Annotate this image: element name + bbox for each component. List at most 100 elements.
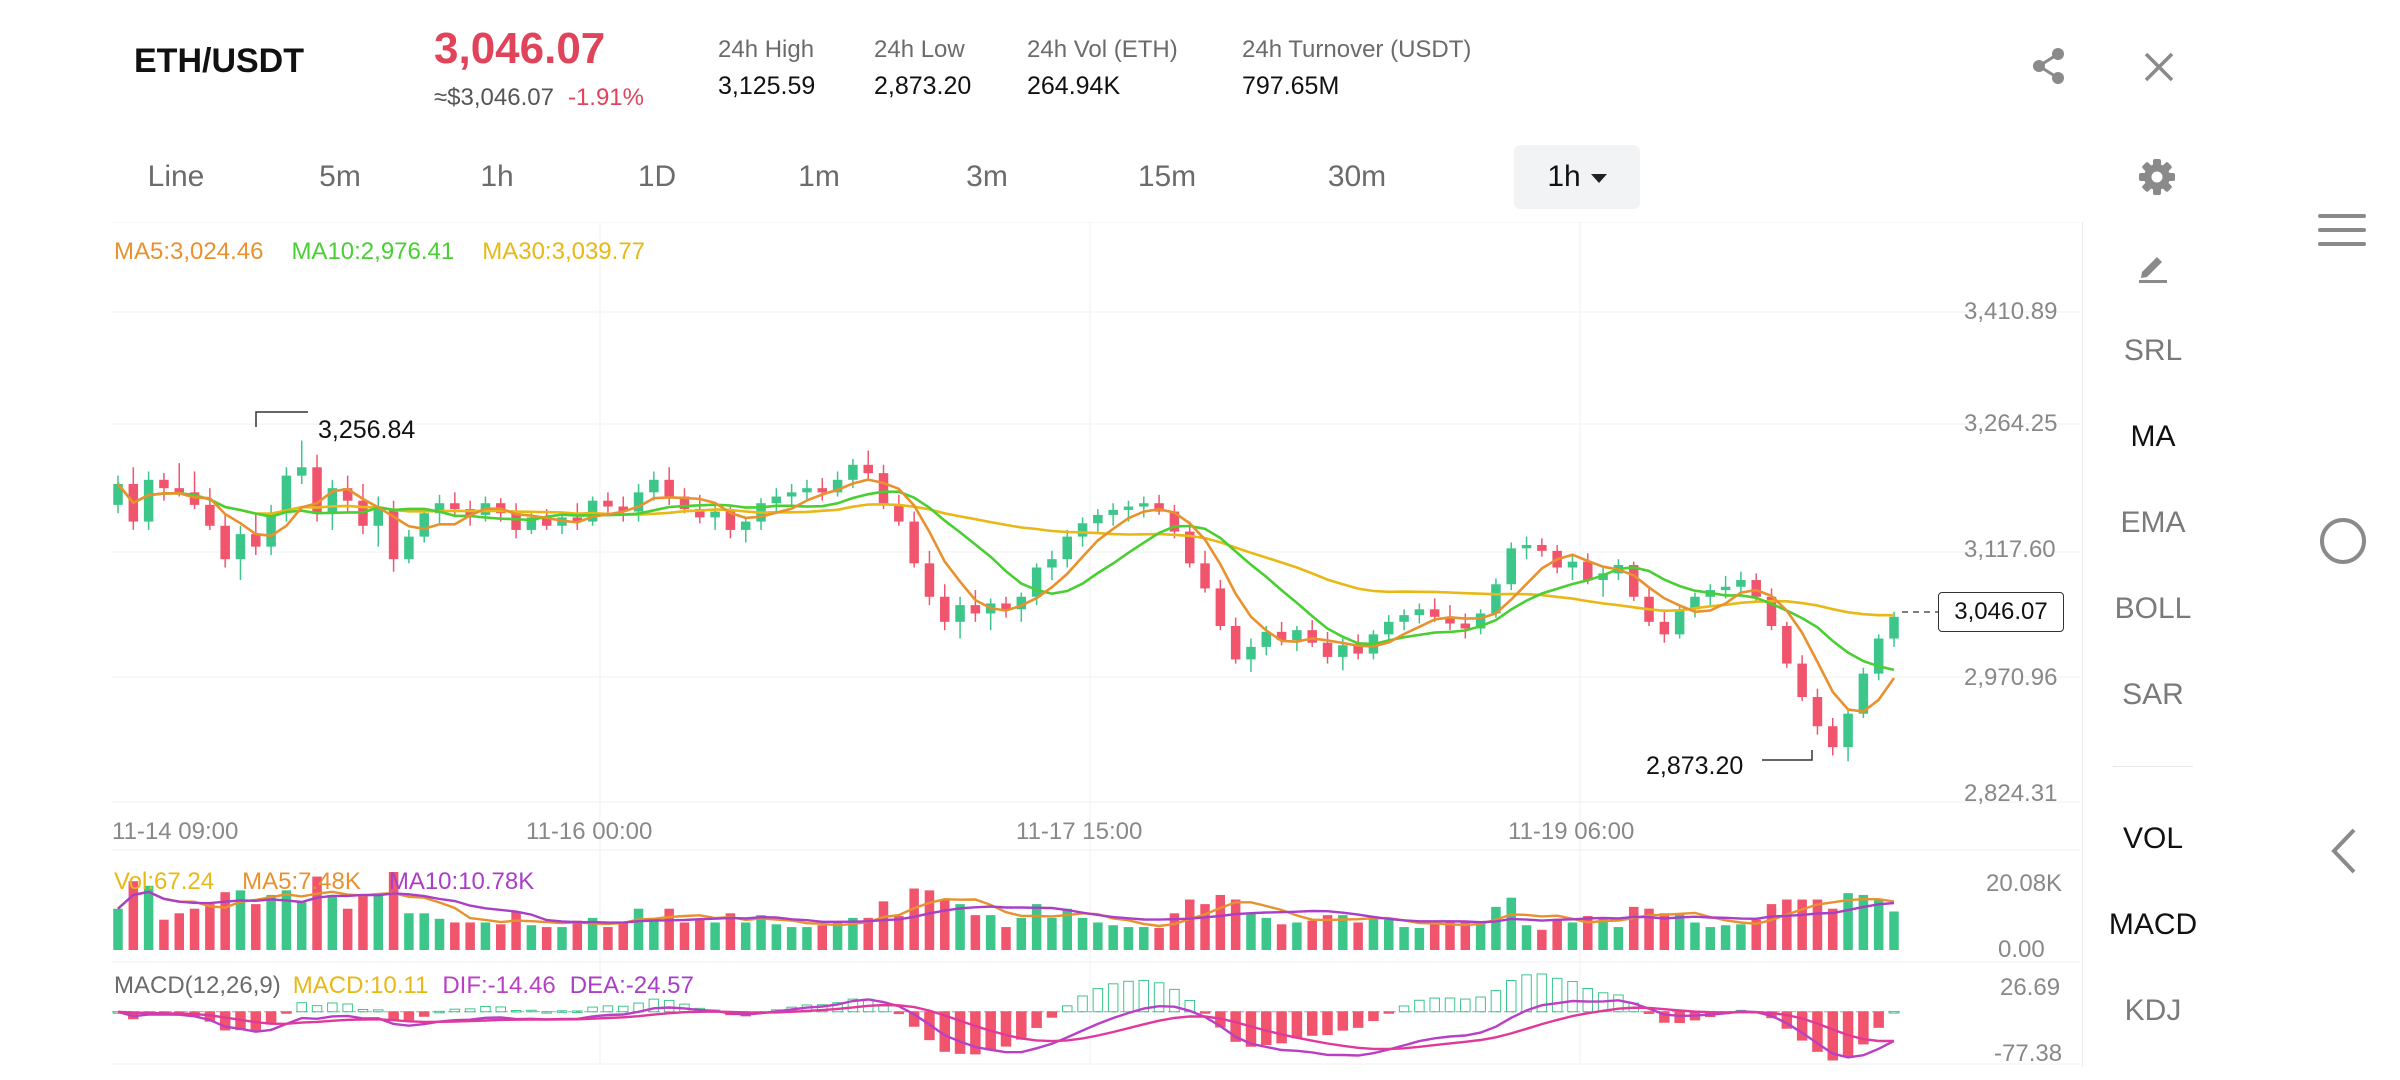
stat-label: 24h High (718, 36, 815, 63)
back-chevron-icon[interactable] (2326, 826, 2362, 876)
candle-body (1093, 514, 1103, 524)
indicator-sar[interactable]: SAR (2122, 678, 2184, 711)
volume-bar (1491, 906, 1501, 950)
macd-histogram-bar (219, 1011, 231, 1031)
tab-1d[interactable]: 1D (637, 160, 677, 193)
volume-bar (955, 904, 965, 950)
stat-24h-high: 24h High 3,125.59 (718, 36, 815, 101)
macd-histogram-bar (1245, 1011, 1257, 1047)
indicator-ema[interactable]: EMA (2120, 506, 2186, 539)
volume-bar (1154, 927, 1164, 950)
macd-tick: 26.69 (2000, 974, 2061, 1001)
tab-1m[interactable]: 1m (798, 160, 840, 193)
macd-histogram-bar (541, 1011, 552, 1014)
volume-bar (1031, 904, 1042, 950)
tab-15m[interactable]: 15m (1137, 160, 1197, 193)
candle-body (618, 506, 628, 512)
volume-bar (1016, 917, 1027, 950)
price-sub-line: ≈$3,046.07 -1.91% (434, 84, 644, 112)
volume-bar (205, 904, 215, 950)
macd-histogram-bar (1306, 1011, 1318, 1036)
macd-histogram-bar (1107, 983, 1119, 1013)
candle-body (664, 479, 674, 497)
volume-bar (756, 915, 766, 950)
tab-30m[interactable]: 30m (1327, 160, 1387, 193)
volume-bar (128, 881, 139, 950)
tab-line[interactable]: Line (147, 160, 205, 193)
tab-5m[interactable]: 5m (319, 160, 361, 193)
candle-body (1047, 559, 1057, 568)
macd-histogram-bar (1153, 982, 1165, 1013)
price-tick: 3,117.60 (1964, 536, 2056, 563)
macd-histogram-bar (1460, 998, 1471, 1013)
macd-histogram-bar (327, 1002, 338, 1013)
stat-value: 2,873.20 (874, 72, 972, 100)
candle-body (771, 496, 782, 504)
candle-body (1873, 638, 1884, 674)
candle-body (832, 479, 843, 493)
volume-bar (1399, 927, 1409, 950)
gear-icon[interactable] (2138, 158, 2176, 196)
volume-bar (496, 924, 506, 950)
macd-histogram-bar (1551, 977, 1563, 1013)
candle-body (511, 513, 521, 530)
pair-title[interactable]: ETH/USDT (134, 42, 304, 80)
volume-bar (1215, 894, 1226, 950)
candle-body (1077, 523, 1088, 537)
home-circle-icon[interactable] (2318, 516, 2368, 566)
stat-label: 24h Vol (ETH) (1027, 36, 1178, 63)
tab-1h[interactable]: 1h (480, 160, 514, 193)
volume-bar (358, 894, 368, 950)
macd-histogram-bar (342, 1003, 353, 1013)
candle-body (1628, 565, 1639, 597)
pencil-icon[interactable] (2135, 248, 2171, 284)
indicator-vol[interactable]: VOL (2122, 822, 2184, 855)
volume-bar (618, 922, 628, 950)
volume-bar (1384, 919, 1394, 950)
candlestick-chart[interactable] (112, 221, 2080, 1067)
timeframe-tabs: Line 5m 1h 1D 1m 3m 15m 30m 1h (112, 145, 1652, 209)
indicator-boll[interactable]: BOLL (2114, 592, 2192, 625)
menu-icon[interactable] (2316, 210, 2368, 250)
chart-area[interactable] (112, 221, 2080, 1067)
macd-histogram-bar (617, 1005, 629, 1013)
volume-bar (526, 925, 537, 950)
indicator-macd[interactable]: MACD (2108, 908, 2198, 941)
volume-bar (1613, 927, 1624, 950)
candle-body (695, 509, 705, 518)
candle-body (113, 483, 123, 505)
stat-value: 3,125.59 (718, 72, 816, 100)
macd-histogram-bar (1444, 997, 1456, 1013)
candle-body (281, 475, 292, 514)
volume-bar (1475, 922, 1486, 950)
candle-body (404, 536, 414, 560)
macd-histogram-bar (1536, 973, 1548, 1013)
volume-bar (985, 915, 996, 950)
candle-body (1843, 713, 1853, 748)
tab-active-interval[interactable]: 1h (1514, 145, 1640, 209)
volume-bar (465, 922, 475, 950)
volume-bar (664, 908, 674, 950)
tab-3m[interactable]: 3m (966, 160, 1008, 193)
candle-body (649, 479, 659, 493)
volume-bar (220, 892, 230, 950)
candle-body (174, 488, 184, 493)
indicator-srl[interactable]: SRL (2123, 334, 2183, 367)
volume-bar (710, 922, 720, 950)
volume-bar (817, 925, 828, 950)
volume-bar (1521, 925, 1532, 950)
volume-bar (1184, 899, 1195, 950)
candle-body (1169, 511, 1180, 532)
candle-body (817, 488, 828, 493)
close-icon[interactable] (2142, 50, 2176, 84)
candle-body (1001, 603, 1011, 610)
volume-bar (1782, 899, 1792, 950)
indicator-ma[interactable]: MA (2130, 420, 2176, 453)
volume-bar (572, 920, 583, 950)
macd-histogram-bar (1567, 981, 1578, 1013)
vol-ma5-legend: MA5:7.48K (242, 868, 361, 895)
volume-bar (1108, 925, 1118, 950)
volume-bar (1368, 917, 1379, 950)
indicator-kdj[interactable]: KDJ (2124, 994, 2182, 1027)
share-icon[interactable] (2030, 46, 2068, 86)
